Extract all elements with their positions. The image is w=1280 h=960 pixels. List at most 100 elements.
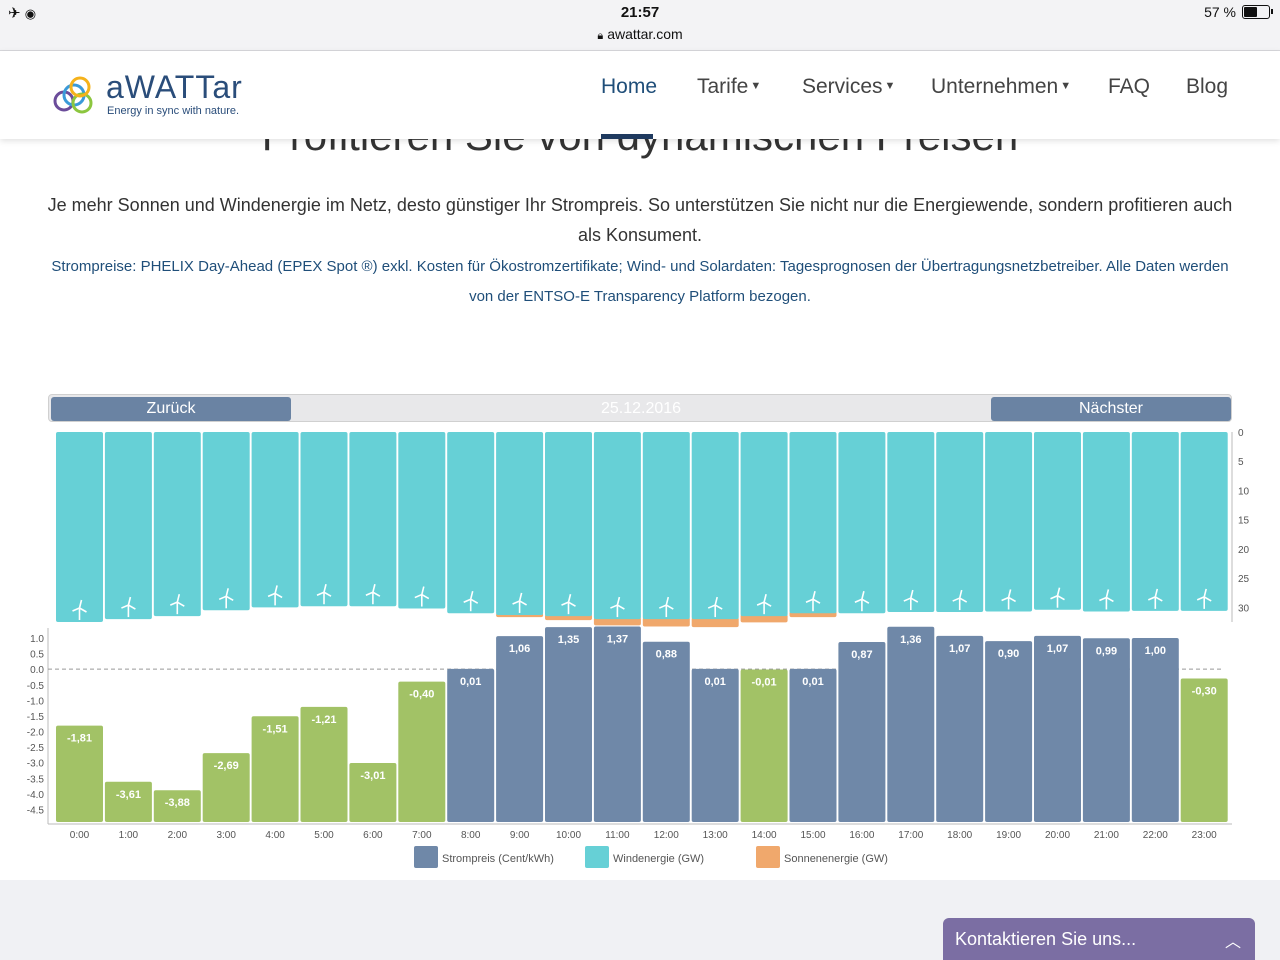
wind-bar (349, 432, 397, 607)
turbine-blade (910, 597, 919, 603)
price-bar (838, 642, 886, 822)
nav-services[interactable]: Services ▼ (802, 75, 895, 99)
turbine-blade (225, 588, 229, 597)
wind-turbine-icon (1099, 589, 1114, 610)
turbine-blade (218, 595, 227, 601)
wind-turbine-icon (903, 589, 919, 611)
turbine-blade (665, 596, 670, 606)
energy-price-chart: 0 5 10 15 20 25 30 1.0 0.5 0.0 -0.5 -1.0 -1.5 -2.0 -2.… (0, 420, 1280, 880)
wind-turbine-icon (1001, 589, 1016, 610)
price-data-label: 0,01 (704, 676, 725, 688)
price-data-label: 0,90 (998, 648, 1019, 660)
date-navigator: 25.12.2016 Zurück Nächster (48, 394, 1232, 422)
price-data-label: 1,35 (558, 634, 579, 646)
data-source-note: Strompreise: PHELIX Day-Ahead (EPEX Spot… (51, 258, 1229, 305)
price-tick-label: -4.0 (27, 790, 45, 801)
x-tick-label: 5:00 (314, 830, 334, 841)
price-data-label: 1,07 (1047, 643, 1068, 655)
wind-turbine-icon (169, 593, 185, 615)
nav-tarife[interactable]: Tarife ▼ (697, 75, 761, 99)
price-bar (1034, 635, 1081, 822)
price-bar (887, 626, 935, 822)
price-data-label: 0,01 (460, 676, 481, 688)
x-tick-label: 8:00 (461, 830, 481, 841)
nav-blog[interactable]: Blog (1186, 75, 1228, 99)
turbine-blade (267, 592, 276, 598)
price-bar (56, 725, 103, 822)
turbine-blade (805, 598, 814, 603)
turbine-blade (952, 597, 961, 602)
turbine-blade (1008, 596, 1016, 603)
logo-wordmark: aWATTar (106, 69, 243, 105)
turbine-blade (1154, 596, 1163, 602)
previous-day-button[interactable]: Zurück (51, 397, 291, 421)
active-nav-indicator (601, 134, 653, 139)
price-bar (300, 706, 348, 822)
caret-down-icon: ▼ (1060, 80, 1072, 92)
turbine-blade (519, 600, 527, 606)
x-tick-label: 14:00 (752, 830, 777, 841)
nav-services-label: Services (802, 75, 883, 98)
turbine-blade (323, 591, 332, 597)
turbine-blade (561, 601, 569, 606)
contact-widget[interactable]: Kontaktieren Sie uns... ︿ (943, 918, 1255, 960)
price-tick-label: 0.0 (30, 665, 44, 676)
turbine-blade (1203, 596, 1212, 602)
x-tick-label: 2:00 (168, 830, 188, 841)
solar-bar (740, 614, 788, 623)
price-data-label: -0,40 (409, 689, 434, 701)
wind-turbine-icon (1147, 588, 1163, 609)
wind-turbine-icon (72, 599, 87, 620)
turbine-blade (274, 585, 278, 594)
wind-turbine-icon (756, 593, 772, 615)
nav-blog-label: Blog (1186, 75, 1229, 98)
turbine-blade (316, 591, 325, 596)
awattar-logo[interactable]: aWATTar Energy in sync with nature. (52, 69, 252, 123)
nav-unternehmen[interactable]: Unternehmen ▼ (931, 75, 1071, 99)
legend-swatch (585, 846, 609, 868)
address-bar[interactable]: 🔒︎ awattar.com (0, 26, 1280, 43)
ios-status-bar: ✈ ◉ 21:57 🔒︎ awattar.com 57 % (0, 0, 1280, 51)
x-tick-label: 19:00 (996, 830, 1021, 841)
x-tick-label: 17:00 (898, 830, 923, 841)
turbine-blade (1203, 588, 1207, 598)
wind-turbine-icon (463, 591, 479, 612)
nav-home[interactable]: Home (601, 75, 657, 99)
price-tick-label: -2.5 (27, 743, 45, 754)
price-tick-label: -3.0 (27, 759, 45, 770)
wind-bar (251, 432, 299, 608)
wind-bar (985, 432, 1033, 612)
price-data-label: -1,21 (311, 714, 336, 726)
wind-bar (447, 432, 495, 614)
x-tick-label: 1:00 (119, 830, 139, 841)
next-day-button[interactable]: Nächster (991, 397, 1231, 421)
nav-faq[interactable]: FAQ (1108, 75, 1150, 99)
wind-bar (56, 432, 103, 622)
solar-bar (691, 617, 739, 628)
turbine-blade (1001, 596, 1009, 602)
price-bar (202, 753, 250, 822)
price-bar (1131, 638, 1179, 822)
turbine-blade (812, 598, 821, 604)
turbine-blade (610, 604, 618, 609)
turbine-blade (127, 596, 132, 606)
price-bar (1180, 678, 1228, 822)
caret-down-icon: ▼ (884, 80, 896, 92)
solar-bar (642, 617, 690, 627)
price-data-label: 1,36 (900, 634, 921, 646)
price-data-label: -1,51 (263, 723, 288, 735)
turbine-blade (568, 601, 576, 607)
wind-bar (838, 432, 886, 614)
turbine-blade (763, 593, 767, 603)
x-tick-label: 0:00 (70, 830, 90, 841)
turbine-blade (469, 591, 474, 600)
wind-bar (1180, 432, 1228, 611)
price-data-label: -3,61 (116, 789, 141, 801)
wind-turbine-icon (316, 584, 332, 605)
price-tick-label: -1.0 (27, 696, 45, 707)
wind-bar (691, 432, 739, 620)
turbine-blade (470, 598, 479, 604)
legend-label: Windenergie (GW) (613, 853, 704, 865)
turbine-blade (1099, 596, 1107, 602)
wind-bar (740, 432, 788, 617)
